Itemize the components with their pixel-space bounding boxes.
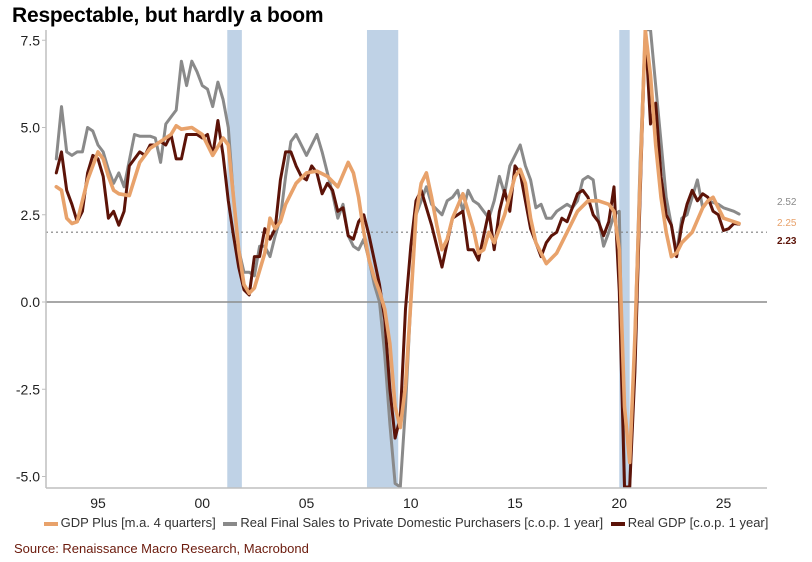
y-tick-label: -5.0 (16, 469, 40, 485)
chart-title: Respectable, but hardly a boom (12, 4, 324, 27)
legend: GDP Plus [m.a. 4 quarters] Real Final Sa… (0, 515, 812, 530)
x-tick-label: 05 (299, 495, 315, 511)
x-tick-labels: 95 00 05 10 15 20 25 (90, 495, 731, 511)
x-tick-label: 20 (611, 495, 627, 511)
legend-swatch-real-gdp (610, 521, 625, 526)
legend-swatch-gdp-plus (43, 521, 58, 526)
legend-label: GDP Plus [m.a. 4 quarters] (60, 515, 216, 530)
y-tick-label: 2.5 (21, 207, 41, 223)
x-tick-label: 00 (194, 495, 210, 511)
legend-item-real-final-sales: Real Final Sales to Private Domestic Pur… (223, 515, 603, 530)
y-tick-label: 0.0 (21, 294, 41, 310)
y-tick-label: 7.5 (21, 32, 41, 48)
y-tick-label: 5.0 (21, 120, 41, 136)
legend-label: Real GDP [c.o.p. 1 year] (627, 515, 769, 530)
recession-band (619, 30, 630, 488)
legend-label: Real Final Sales to Private Domestic Pur… (240, 515, 604, 530)
end-label-gdp-plus: 2.25 (777, 218, 797, 229)
end-label-real-gdp: 2.23 (777, 236, 797, 247)
end-label-real-final-sales: 2.52 (777, 197, 797, 208)
chart-svg: 7.5 5.0 2.5 0.0 -2.5 -5.0 95 00 05 10 15 20 25 2.52… (16, 30, 797, 511)
x-tick-label: 25 (716, 495, 732, 511)
legend-item-real-gdp: Real GDP [c.o.p. 1 year] (610, 515, 769, 530)
legend-swatch-real-final-sales (223, 521, 238, 526)
y-tick-labels: 7.5 5.0 2.5 0.0 -2.5 -5.0 (16, 32, 40, 484)
x-tick-label: 10 (403, 495, 419, 511)
recession-bands (227, 30, 630, 488)
series-lines (54, 30, 741, 488)
legend-item-gdp-plus: GDP Plus [m.a. 4 quarters] (43, 515, 216, 530)
x-tick-label: 15 (507, 495, 523, 511)
y-tick-label: -2.5 (16, 381, 40, 397)
series-line-gdp-plus (54, 30, 741, 465)
x-tick-label: 95 (90, 495, 106, 511)
end-value-labels: 2.52 2.25 2.23 (777, 197, 797, 247)
source-note: Source: Renaissance Macro Research, Macr… (14, 541, 309, 556)
axes (42, 30, 767, 489)
